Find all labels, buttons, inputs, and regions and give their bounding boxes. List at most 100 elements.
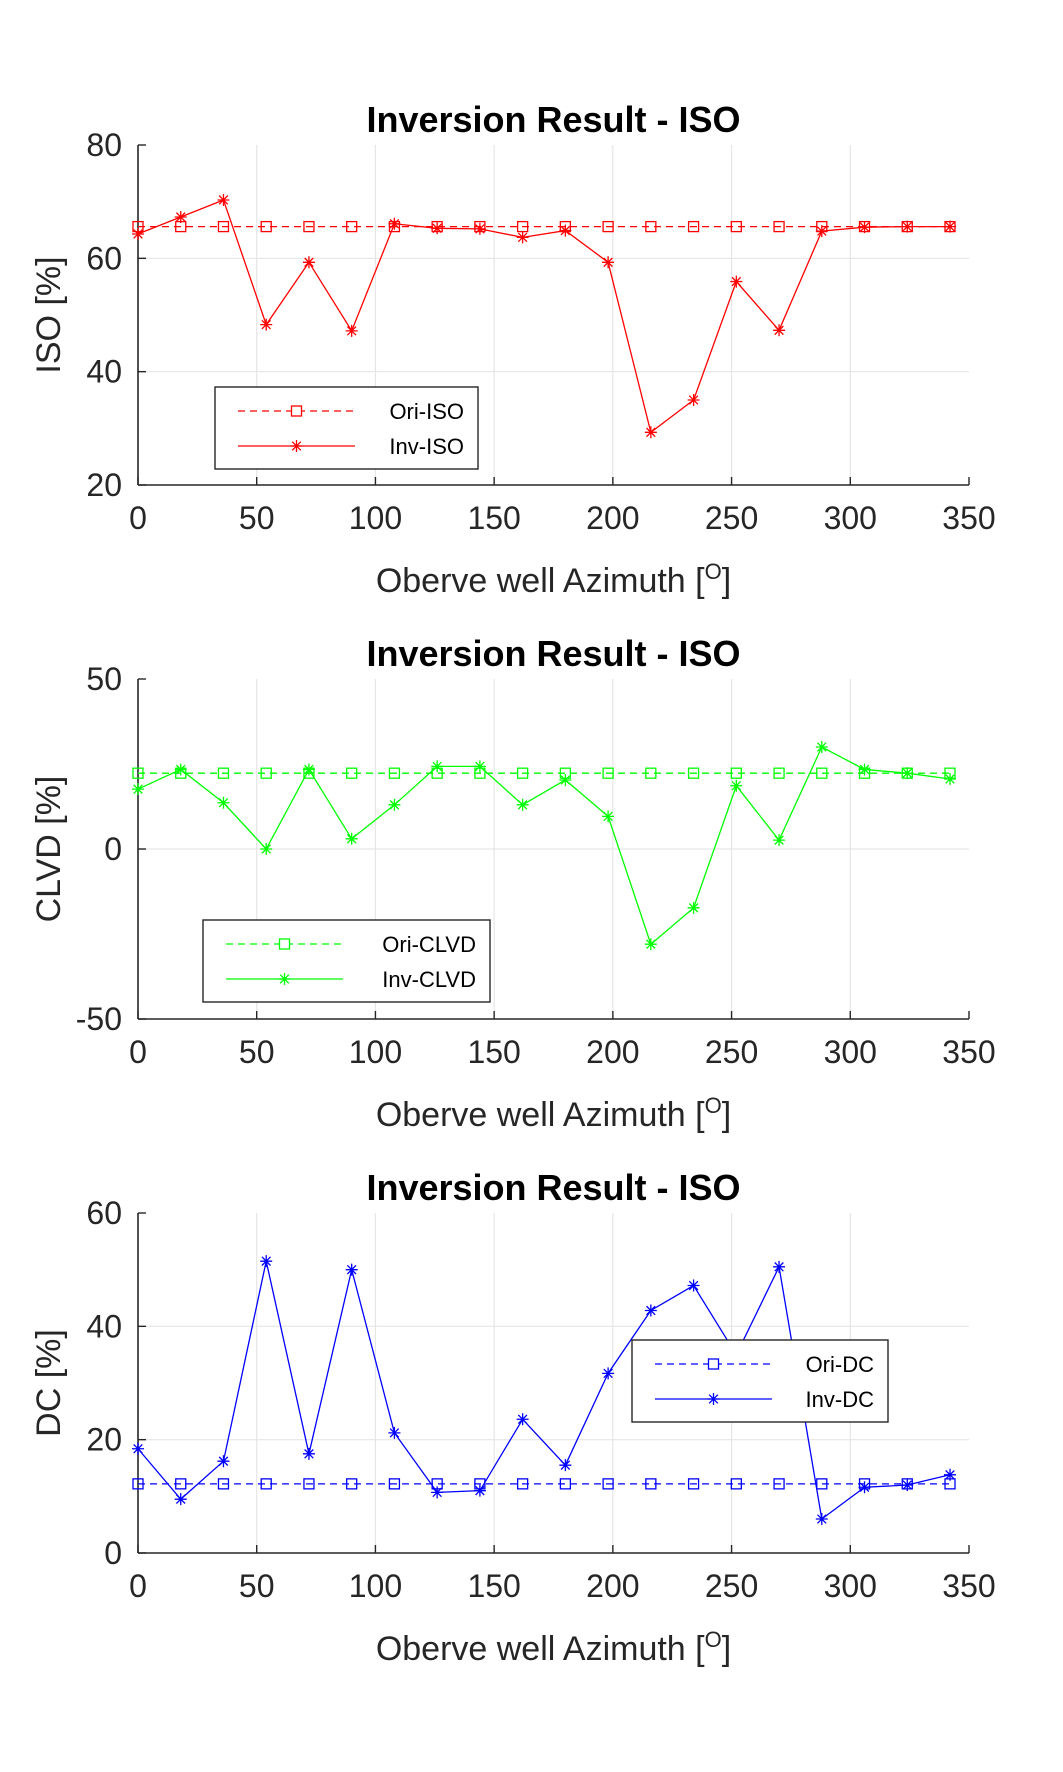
data-point (388, 798, 401, 811)
data-point (901, 767, 914, 780)
data-point (815, 741, 828, 753)
legend-marker (290, 440, 303, 452)
data-point (602, 256, 615, 269)
data-point (901, 220, 914, 233)
x-tick-label: 150 (467, 1034, 520, 1070)
x-tick-label: 0 (129, 1568, 147, 1604)
data-point (388, 1426, 401, 1439)
data-point (687, 1478, 700, 1490)
data-point (345, 832, 358, 845)
y-tick-label: 50 (86, 661, 122, 697)
series-Inv-CLVD (132, 741, 957, 951)
data-point (773, 834, 786, 847)
data-point (260, 1478, 272, 1490)
data-point (345, 324, 358, 337)
data-point (516, 231, 529, 244)
x-tick-label: 300 (824, 1034, 877, 1070)
data-point (516, 767, 529, 779)
data-point (687, 901, 700, 914)
data-point (944, 1468, 957, 1481)
x-tick-label: 250 (705, 1034, 758, 1070)
legend-label: Ori-CLVD (382, 932, 476, 957)
legend-box (631, 1339, 889, 1423)
data-point (217, 220, 230, 233)
x-tick-label: 100 (349, 1034, 402, 1070)
data-point (858, 221, 871, 234)
data-point (217, 193, 230, 206)
legend-label: Ori-DC (806, 1352, 875, 1377)
x-tick-label: 0 (129, 500, 147, 536)
data-point (730, 220, 742, 233)
data-point (217, 796, 230, 809)
data-point (944, 772, 957, 785)
legend-box (214, 386, 479, 470)
x-tick-label: 200 (586, 500, 639, 536)
data-point (345, 1263, 358, 1276)
data-point (217, 1478, 230, 1490)
data-point (346, 767, 358, 779)
data-point (516, 1478, 529, 1490)
x-tick-label: 50 (239, 1034, 275, 1070)
data-point (132, 227, 144, 240)
data-point (858, 1481, 871, 1494)
y-axis-title: CLVD [%] (30, 776, 68, 923)
chart-panel-1: 0 50 100 150 200 250 300 350 20 40 60 80 Inversion R… (30, 99, 996, 600)
data-point (132, 1442, 144, 1455)
y-tick-label: 80 (86, 127, 122, 163)
legend-label: Inv-ISO (389, 434, 464, 459)
data-point (260, 1255, 273, 1268)
data-point (644, 938, 657, 951)
data-point (944, 220, 957, 233)
data-point (431, 1486, 444, 1499)
legend: Ori-CLVD Inv-CLVD (202, 919, 491, 1003)
data-point (473, 760, 486, 773)
y-tick-label: 20 (86, 467, 122, 503)
data-point (132, 783, 144, 796)
y-tick-label: 0 (104, 1535, 122, 1571)
data-point (132, 1478, 144, 1490)
data-point (559, 1459, 572, 1472)
x-tick-label: 350 (942, 1568, 995, 1604)
series-line (137, 1261, 951, 1521)
data-point (217, 1455, 230, 1468)
data-point (302, 256, 315, 269)
y-tick-label: 20 (86, 1422, 122, 1458)
legend-marker (278, 938, 291, 950)
data-point (602, 810, 615, 823)
series-Ori-DC (132, 1478, 956, 1490)
data-point (730, 779, 743, 792)
data-point (217, 767, 230, 779)
data-point (815, 225, 828, 238)
y-tick-label: 0 (104, 831, 122, 867)
data-point (516, 798, 529, 811)
data-point (473, 222, 486, 235)
series-line (137, 746, 951, 946)
series-line (137, 199, 951, 434)
data-point (388, 767, 401, 779)
y-tick-label: 60 (86, 1195, 122, 1231)
legend-marker (707, 1358, 720, 1370)
data-point (132, 767, 144, 779)
data-point (602, 1367, 615, 1380)
data-point (816, 767, 828, 779)
x-tick-label: 250 (705, 500, 758, 536)
x-tick-label: 50 (239, 1568, 275, 1604)
data-point (559, 224, 572, 237)
y-tick-label: 40 (86, 354, 122, 390)
data-point (260, 220, 272, 233)
data-point (388, 1478, 401, 1490)
data-point (346, 1478, 358, 1490)
data-point (645, 220, 657, 233)
x-tick-label: 150 (467, 1568, 520, 1604)
legend: Ori-ISO Inv-ISO (214, 386, 479, 470)
x-axis-title: Oberve well Azimuth [O] (376, 559, 731, 600)
data-point (730, 1478, 742, 1490)
legend-label: Ori-ISO (389, 399, 464, 424)
x-tick-label: 150 (467, 500, 520, 536)
data-point (773, 1260, 786, 1273)
y-tick-label: 60 (86, 240, 122, 276)
x-tick-label: 200 (586, 1568, 639, 1604)
data-point (260, 318, 273, 331)
